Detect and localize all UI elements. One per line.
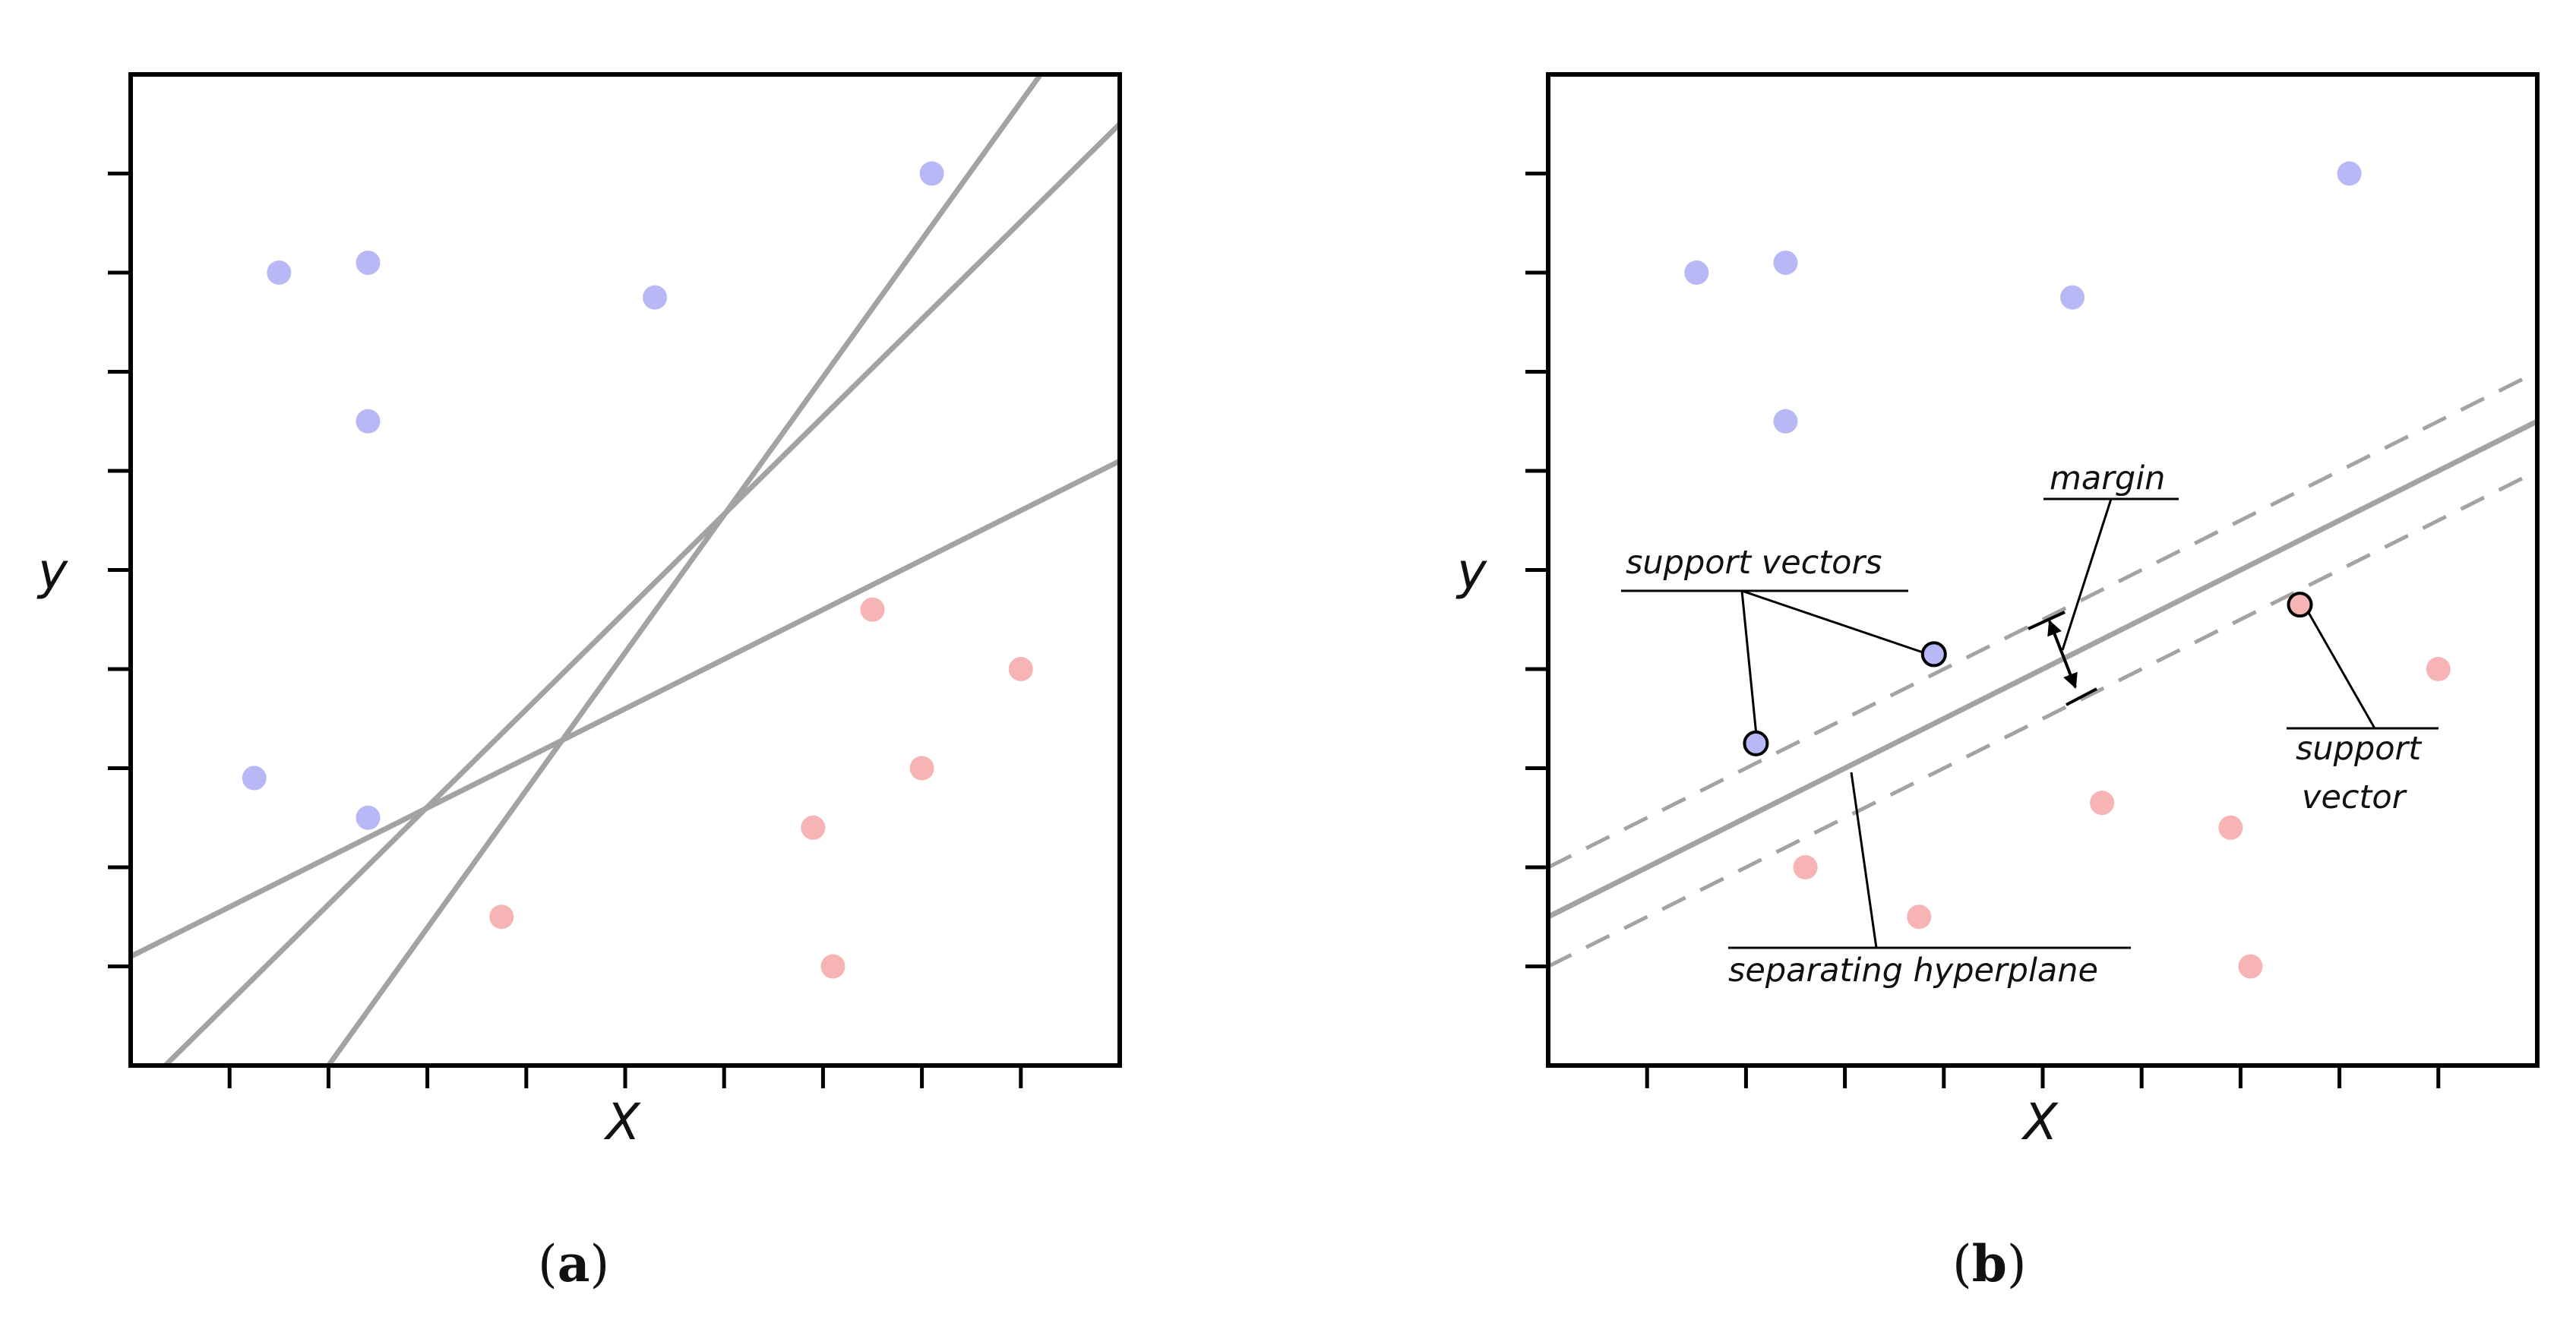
blue-point bbox=[1773, 250, 1798, 275]
margin-label: margin bbox=[2050, 459, 2165, 497]
red-point bbox=[2090, 791, 2115, 816]
blue-point bbox=[919, 161, 944, 186]
margin-line bbox=[1547, 370, 2539, 870]
red-point bbox=[2238, 954, 2263, 979]
blue-point bbox=[2337, 161, 2362, 186]
red-point bbox=[1907, 905, 1932, 930]
support-vectors-label: support vectors bbox=[1626, 544, 1882, 582]
decision-line bbox=[129, 458, 1121, 959]
y-axis-label: y bbox=[1456, 542, 1487, 601]
separating-hyperplane-label: separating hyperplane bbox=[1728, 952, 2098, 990]
plot-frame bbox=[1546, 72, 2540, 1068]
blue-point bbox=[356, 250, 381, 275]
axis-ticks bbox=[1525, 172, 2441, 1088]
hyperplane-lines bbox=[1547, 370, 2539, 968]
y-axis-label: y bbox=[36, 542, 68, 601]
support-vectors-annotation: support vectors bbox=[1621, 544, 1930, 744]
panel-a: y X bbox=[36, 72, 1122, 1151]
red-point bbox=[801, 815, 826, 840]
decision-line bbox=[163, 122, 1122, 1068]
blue-point bbox=[356, 409, 381, 434]
support-vector-annotation: support vector bbox=[2287, 605, 2439, 816]
support-vector-label-line1: support bbox=[2296, 730, 2423, 768]
red-point bbox=[489, 905, 514, 930]
blue-point bbox=[267, 260, 292, 285]
blue-point bbox=[643, 285, 668, 310]
blue-point bbox=[356, 805, 381, 830]
red-point bbox=[1793, 855, 1818, 879]
data-points bbox=[242, 161, 1033, 979]
x-axis-label: X bbox=[2021, 1093, 2059, 1151]
margin-annotation: margin bbox=[2043, 459, 2179, 651]
panel-caption-a: (a) bbox=[538, 1234, 610, 1293]
separating-hyperplane-line bbox=[1547, 418, 2539, 920]
red-point bbox=[909, 756, 934, 781]
red-point bbox=[820, 954, 845, 979]
red-point bbox=[1008, 657, 1033, 681]
blue-point bbox=[2060, 285, 2085, 310]
panel-b: y X margin support vectors support bbox=[1456, 72, 2540, 1151]
red-point bbox=[860, 597, 885, 622]
plot-frame bbox=[128, 72, 1122, 1068]
data-points bbox=[1684, 161, 2451, 979]
red-point bbox=[2218, 815, 2243, 840]
panel-caption-b: (b) bbox=[1952, 1234, 2027, 1293]
red-support-vector-point bbox=[2287, 592, 2313, 618]
x-axis-label: X bbox=[603, 1093, 641, 1151]
blue-support-vector-point bbox=[1920, 641, 1947, 668]
blue-point bbox=[1773, 409, 1798, 434]
blue-point bbox=[1684, 260, 1709, 285]
decision-line bbox=[326, 72, 1043, 1068]
margin-line bbox=[1547, 469, 2539, 968]
decision-lines bbox=[129, 72, 1122, 1068]
red-point bbox=[2426, 657, 2451, 681]
separating-hyperplane-annotation: separating hyperplane bbox=[1728, 772, 2131, 990]
axis-ticks bbox=[108, 172, 1023, 1088]
blue-point bbox=[242, 766, 267, 791]
support-vector-label-line2: vector bbox=[2302, 778, 2407, 816]
margin-arrow bbox=[2028, 611, 2097, 706]
blue-support-vector-point bbox=[1743, 730, 1769, 756]
